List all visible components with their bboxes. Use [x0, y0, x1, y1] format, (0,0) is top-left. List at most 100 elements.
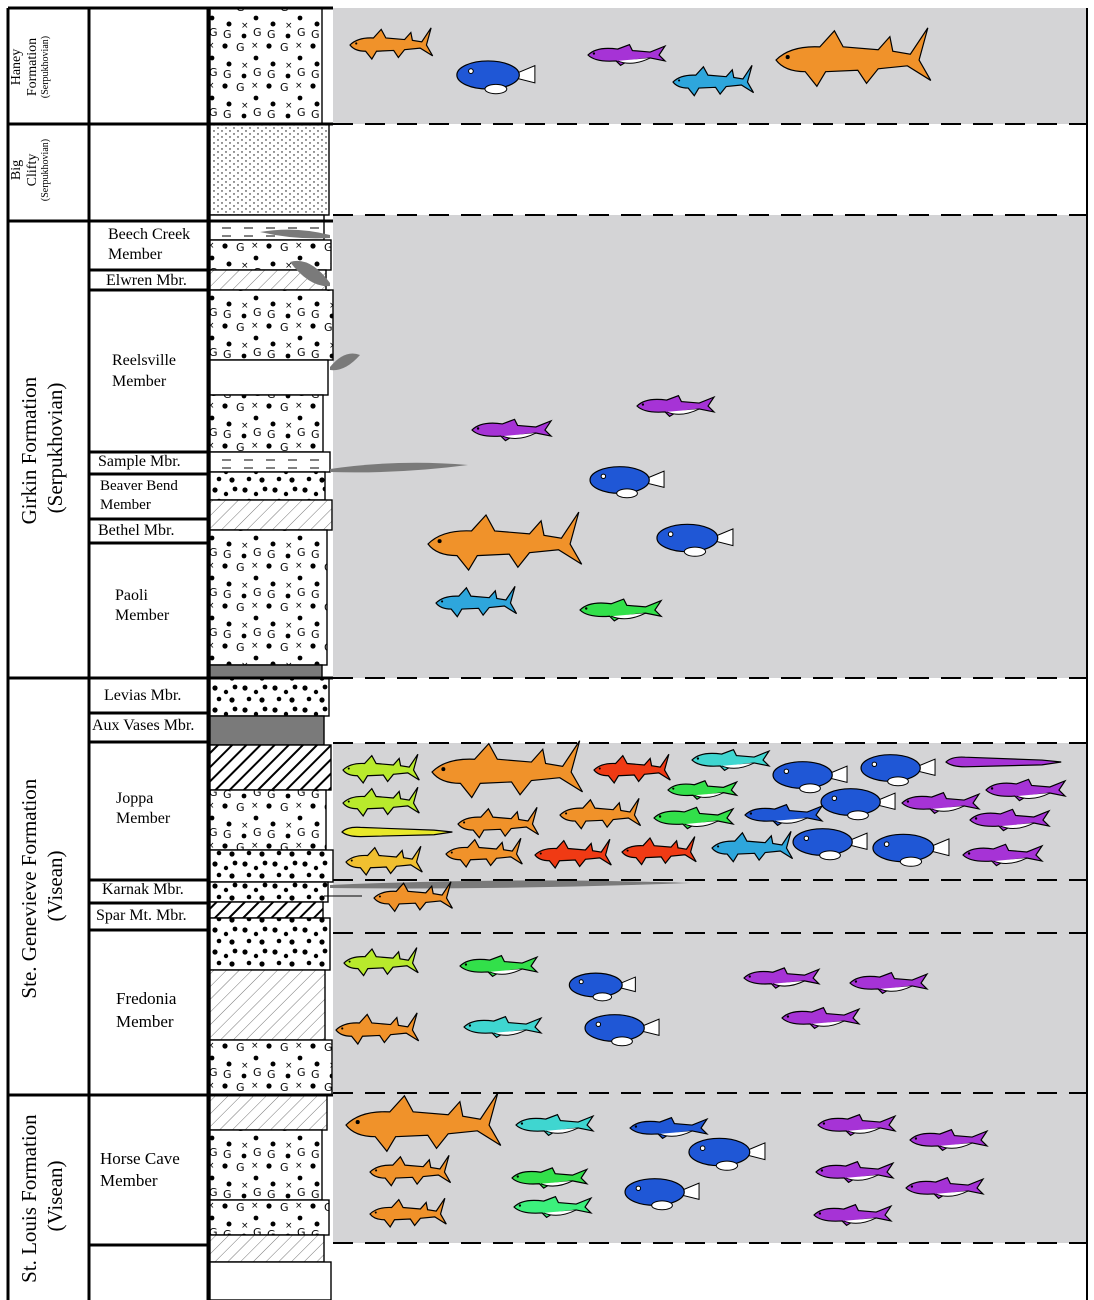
rounded-fish-fossil: [860, 754, 936, 787]
lithology-layer: [209, 451, 331, 473]
lithology-layer: [209, 239, 332, 271]
shark-fossil: [345, 845, 423, 877]
formation-ste-genevieve-name: Ste. Genevieve Formation: [17, 778, 41, 998]
lithology-layer: [209, 1261, 332, 1300]
boundary-lines: [333, 123, 1086, 1244]
lithology-lens: [260, 229, 330, 239]
fossil-occurrences: [335, 27, 1067, 1229]
lithology-layer: [209, 1234, 325, 1263]
table-grid: [6, 6, 333, 1300]
shark-fossil: [369, 1197, 447, 1229]
slender-fish-fossil: [744, 803, 824, 827]
slender-fish-fossil: [459, 954, 539, 978]
slender-fish-fossil: [463, 1015, 543, 1039]
lithology-layer: [209, 715, 325, 746]
formation-ste-genevieve-stage: (Visean): [43, 850, 67, 921]
eel-fossil: [341, 826, 453, 838]
rounded-fish-fossil: [456, 60, 536, 95]
lithology-layer: [209, 529, 328, 666]
slender-fish-fossil: [636, 394, 716, 418]
member-fredonia: Fredonia Member: [116, 989, 177, 1031]
member-beech-creek: Beech Creek Member: [108, 226, 190, 263]
shark-fossil: [343, 947, 419, 977]
shark-fossil: [373, 881, 453, 913]
slender-fish-fossil: [511, 1167, 589, 1189]
rounded-fish-fossil: [624, 1178, 700, 1211]
member-aux-vases: Aux Vases Mbr.: [92, 717, 194, 734]
rounded-fish-fossil: [584, 1014, 660, 1047]
lithology-layer: [209, 1094, 328, 1131]
slender-fish-fossil: [471, 418, 553, 442]
formation-girkin: Girkin Formation (Serpukhovian): [17, 372, 67, 525]
shark-fossil: [369, 1154, 452, 1187]
shark-fossil: [775, 27, 932, 88]
shark-fossil: [435, 585, 518, 618]
shark-fossil: [342, 786, 420, 818]
shark-fossil: [457, 806, 540, 839]
slender-fish-fossil: [969, 808, 1051, 832]
formation-ste-genevieve: Ste. Genevieve Formation (Visean): [17, 773, 67, 998]
shark-fossil: [427, 511, 583, 572]
shark-fossil: [431, 740, 584, 799]
member-spar-mt: Spar Mt. Mbr.: [96, 907, 187, 924]
slender-fish-fossil: [781, 1006, 861, 1030]
lithology-layer: [209, 7, 323, 125]
lithology-lens: [330, 353, 360, 371]
lithology-layer: [209, 677, 330, 717]
member-joppa: Joppa Member: [116, 790, 171, 827]
shark-fossil: [559, 797, 642, 830]
shark-fossil: [345, 1092, 502, 1153]
formation-girkin-name: Girkin Formation: [17, 376, 41, 524]
slender-fish-fossil: [905, 1176, 985, 1200]
member-sample: Sample Mbr.: [98, 453, 181, 470]
slender-fish-fossil: [962, 843, 1044, 867]
eel-fossil: [945, 756, 1062, 768]
member-karnak: Karnak Mbr.: [102, 881, 184, 898]
formation-haney-name: HaneyFormation: [9, 38, 40, 96]
slender-fish-fossil: [579, 598, 663, 622]
shark-fossil: [342, 753, 420, 785]
member-elwren: Elwren Mbr.: [106, 272, 187, 289]
rounded-fish-fossil: [656, 523, 734, 557]
lithology-layer: [209, 499, 333, 531]
environment-bands: [333, 8, 1088, 1300]
slender-fish-fossil: [587, 43, 667, 67]
slender-fish-fossil: [515, 1113, 595, 1137]
lithology-layer: [209, 1039, 333, 1096]
shark-fossil: [534, 838, 612, 870]
band-haney: [333, 8, 1086, 124]
lithology-layer: [209, 123, 330, 216]
shark-fossil: [711, 830, 794, 863]
slender-fish-fossil: [513, 1195, 593, 1219]
shark-fossil: [621, 836, 697, 866]
lithology-lens: [330, 462, 468, 473]
slender-fish-fossil: [985, 778, 1067, 802]
formation-haney: HaneyFormation (Serpukhovian): [9, 36, 51, 98]
rounded-fish-fossil: [589, 466, 665, 499]
formation-st-louis: St. Louis Formation (Visean): [17, 1109, 67, 1283]
lithology-layer: [209, 394, 324, 453]
rounded-fish-fossil: [688, 1137, 766, 1171]
member-reelsville: Reelsville Member: [112, 352, 176, 390]
slender-fish-fossil: [629, 1116, 709, 1140]
svg-text:Ste. Genevieve Formation: Ste. Genevieve Formation (Visean): [17, 773, 67, 998]
formation-haney-stage: (Serpukhovian): [40, 36, 51, 98]
formation-big-clifty: BigClifty (Serpukhovian): [9, 139, 51, 201]
svg-text:St. Louis Formation (V: St. Louis Formation (Visean): [17, 1109, 67, 1283]
band-big-clifty: [333, 124, 1086, 215]
member-bethel: Bethel Mbr.: [98, 522, 174, 539]
rounded-fish-fossil: [792, 828, 868, 861]
lithology-layer: [209, 849, 334, 883]
svg-text:Girkin Formation (Serp: Girkin Formation (Serpukhovian): [17, 372, 67, 525]
member-labels: Beech Creek Member Elwren Mbr. Reelsville…: [92, 226, 194, 1190]
formation-labels: HaneyFormation (Serpukhovian) BigClifty …: [9, 36, 67, 1283]
rounded-fish-fossil: [568, 972, 636, 1002]
lithology-layer: [209, 471, 326, 501]
band-levias-aux-vases: [333, 678, 1086, 743]
member-beaver-bend: Beaver Bend Member: [100, 478, 178, 513]
lithology-layer: [209, 1129, 323, 1201]
shark-fossil: [593, 753, 671, 785]
shark-fossil: [445, 837, 523, 869]
formation-big-clifty-stage: (Serpukhovian): [40, 139, 51, 201]
